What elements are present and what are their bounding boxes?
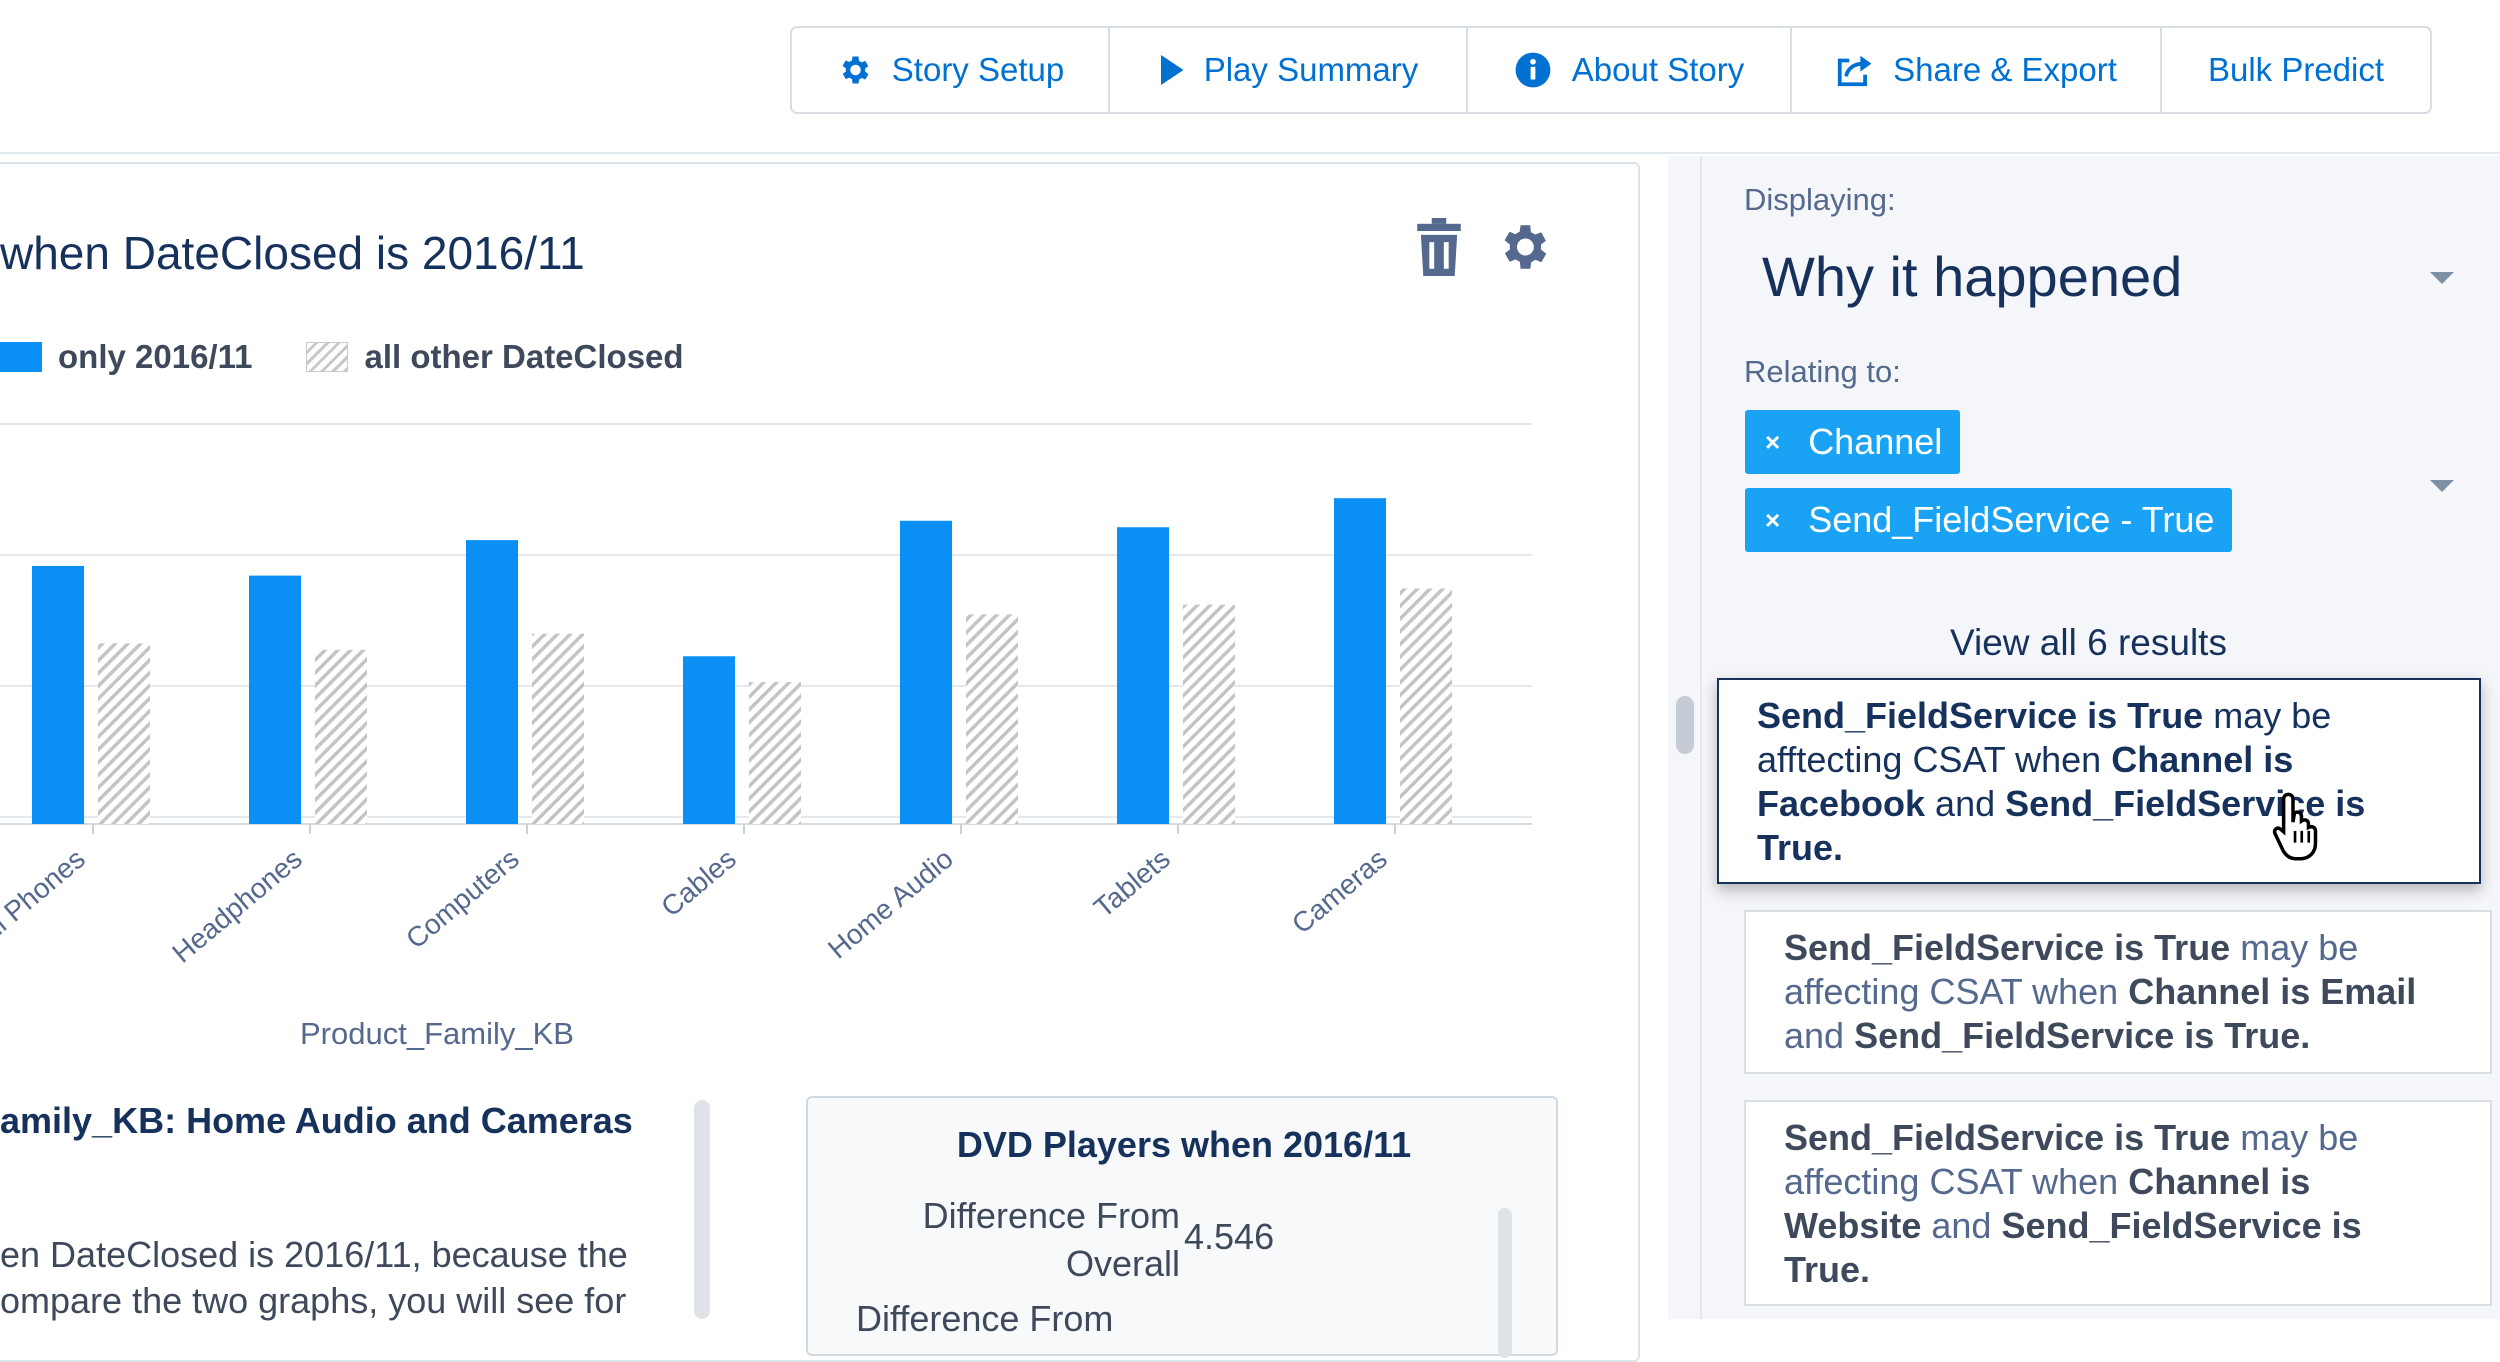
dvd-label-line-1: Difference From	[922, 1195, 1180, 1236]
result-bold-text: Channel is Website	[1784, 1161, 2311, 1246]
dvd-label-line-2: Overall	[1065, 1243, 1180, 1284]
result-text: Send_FieldService is True may be affecti…	[1784, 926, 2452, 1058]
legend-swatch-solid	[0, 342, 42, 372]
filter-pill-label: Channel	[1808, 421, 1943, 462]
result-bold-text: Channel is Facebook	[1757, 739, 2294, 824]
chart-tools	[1414, 218, 1552, 276]
dvd-card-scrollbar[interactable]	[1498, 1208, 1512, 1358]
x-tick-label: Computers	[400, 843, 525, 955]
story-toolbar: Story Setup Play Summary About Story Sha…	[790, 26, 2432, 114]
share-icon	[1837, 55, 1872, 87]
result-bold-text: Send_FieldService is True	[1784, 927, 2231, 968]
bar-all-other-dateclosed[interactable]	[749, 682, 801, 824]
chart-legend: only 2016/11 all other DateClosed	[0, 338, 684, 376]
bar-only-2016-11[interactable]	[900, 520, 952, 824]
x-tick-label: Cell Phones	[0, 843, 91, 964]
bar-only-2016-11[interactable]	[1334, 498, 1386, 824]
story-setup-button[interactable]: Story Setup	[792, 28, 1110, 112]
panel-resize-handle[interactable]	[1676, 696, 1694, 754]
play-icon	[1160, 55, 1184, 85]
dvd-difference-label: Difference From Overall	[923, 1192, 1180, 1288]
result-text-run: may be afftecting CSAT when	[1757, 695, 2332, 780]
remove-filter-icon[interactable]: ×	[1765, 426, 1781, 457]
result-text-run: and	[1784, 1015, 1855, 1056]
bar-all-other-dateclosed[interactable]	[966, 614, 1018, 824]
result-bold-text: Channel is Email	[2128, 971, 2417, 1012]
story-setup-label: Story Setup	[891, 51, 1065, 88]
dvd-difference-value: 4.546	[1184, 1216, 1275, 1257]
x-tick-label: Home Audio	[822, 843, 959, 965]
dvd-next-label: Difference From	[856, 1298, 1114, 1339]
displaying-select[interactable]: Why it happened	[1762, 245, 2183, 308]
dvd-players-card: DVD Players when 2016/11 Difference From…	[806, 1096, 1558, 1358]
chevron-down-icon[interactable]	[2430, 272, 2454, 284]
relating-chevron-down-icon[interactable]	[2430, 480, 2454, 492]
side-panel-divider	[1700, 156, 1702, 1319]
dvd-card-title: DVD Players when 2016/11	[956, 1124, 1412, 1165]
filter-pill-label: Send_FieldService - True	[1808, 499, 2215, 540]
share-export-button[interactable]: Share & Export	[1792, 28, 2162, 112]
play-summary-button[interactable]: Play Summary	[1110, 28, 1468, 112]
bar-only-2016-11[interactable]	[1117, 527, 1169, 824]
result-card-website[interactable]: Send_FieldService is True may be affecti…	[1744, 1100, 2492, 1306]
about-story-button[interactable]: About Story	[1468, 28, 1792, 112]
insight-line-2: ompare the two graphs, you will see for	[0, 1280, 627, 1321]
insight-line-1: en DateClosed is 2016/11, because the	[0, 1234, 628, 1275]
insight-scrollbar[interactable]	[694, 1100, 710, 1319]
bar-all-other-dateclosed[interactable]	[532, 633, 584, 824]
result-bold-text: Send_FieldService is True.	[1757, 783, 2366, 868]
x-tick-label: Tablets	[1088, 843, 1176, 924]
filter-pill-send-fieldservice[interactable]: × Send_FieldService - True	[1745, 488, 2233, 552]
view-all-results-link[interactable]: View all 6 results	[1950, 622, 2227, 663]
result-text-run: and	[1925, 783, 2006, 824]
bar-only-2016-11[interactable]	[249, 575, 301, 824]
displaying-label: Displaying:	[1744, 182, 1896, 217]
result-text: Send_FieldService is True may be afftect…	[1757, 694, 2441, 870]
chart-settings-gear-icon[interactable]	[1494, 218, 1552, 276]
bar-only-2016-11[interactable]	[32, 565, 84, 824]
result-bold-text: Send_FieldService is True	[1757, 695, 2204, 736]
chart-title: when DateClosed is 2016/11	[0, 227, 585, 279]
legend-swatch-hatched	[306, 342, 349, 372]
legend-label-series-1: only 2016/11	[58, 338, 253, 375]
result-text-run: may be affecting CSAT when	[1784, 1117, 2359, 1202]
bar-only-2016-11[interactable]	[683, 656, 735, 824]
bar-all-other-dateclosed[interactable]	[98, 643, 150, 824]
legend-label-series-2: all other DateClosed	[364, 338, 684, 375]
filter-pill-channel[interactable]: × Channel	[1745, 410, 1961, 474]
result-card-facebook[interactable]: Send_FieldService is True may be afftect…	[1717, 678, 2481, 884]
x-axis-title: Product_Family_KB	[300, 1016, 574, 1051]
bulk-predict-label: Bulk Predict	[2207, 51, 2385, 88]
trash-icon[interactable]	[1414, 218, 1464, 276]
hand-cursor-icon	[2272, 792, 2318, 861]
result-bold-text: Send_FieldService is True	[1784, 1117, 2231, 1158]
bar-only-2016-11[interactable]	[466, 540, 518, 824]
play-summary-label: Play Summary	[1203, 51, 1419, 88]
result-card-email[interactable]: Send_FieldService is True may be affecti…	[1744, 910, 2492, 1074]
bar-all-other-dateclosed[interactable]	[1183, 604, 1235, 824]
remove-filter-icon[interactable]: ×	[1765, 504, 1781, 535]
insight-body: en DateClosed is 2016/11, because the om…	[0, 1232, 680, 1324]
info-icon	[1515, 52, 1551, 88]
relating-label: Relating to:	[1744, 354, 1901, 389]
result-text-run: and	[1921, 1205, 2002, 1246]
x-tick-label: Headphones	[166, 843, 308, 969]
result-text-run: may be affecting CSAT when	[1784, 927, 2359, 1012]
share-export-label: Share & Export	[1893, 51, 2117, 88]
top-divider	[0, 152, 2500, 154]
bar-chart: Cell Phones Headphones Computers Cables Home…	[0, 423, 1532, 969]
x-tick-label: Cables	[655, 843, 742, 923]
result-bold-text: Send_FieldService is True.	[1854, 1015, 2311, 1056]
result-text: Send_FieldService is True may be affecti…	[1784, 1116, 2452, 1292]
result-bold-text: Send_FieldService is True.	[1784, 1205, 2362, 1290]
gear-icon	[842, 56, 869, 84]
bar-all-other-dateclosed[interactable]	[315, 649, 367, 824]
bar-all-other-dateclosed[interactable]	[1400, 588, 1452, 824]
insight-title: amily_KB: Home Audio and Cameras	[0, 1100, 633, 1141]
about-story-label: About Story	[1571, 51, 1745, 88]
bulk-predict-button[interactable]: Bulk Predict	[2162, 28, 2430, 112]
x-tick-label: Cameras	[1286, 843, 1393, 940]
